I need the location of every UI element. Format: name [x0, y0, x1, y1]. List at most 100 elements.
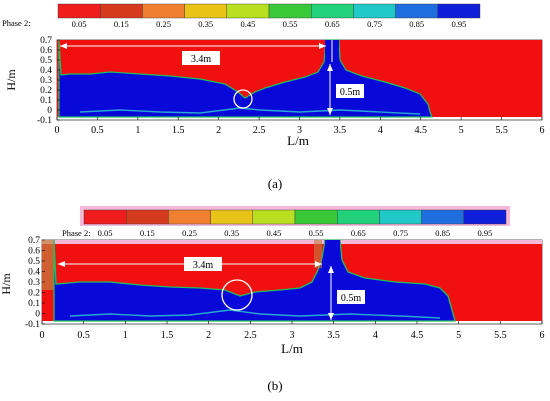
colorbar-swatch	[125, 209, 169, 225]
y-tick-label: 0.1	[28, 299, 40, 309]
x-tick-label: 2.5	[253, 125, 266, 136]
colorbar-tick-label: 0.05	[98, 228, 113, 238]
colorbar-swatch	[268, 3, 312, 19]
x-tick-label: 0	[40, 330, 45, 341]
colorbar-tick-label: 0.85	[435, 228, 450, 238]
colorbar-swatch	[83, 209, 127, 225]
x-tick-label: 5	[459, 125, 464, 136]
x-axis-ticks: 0 0.5 1 1.5 2 2.5 3 3.5 4 4.5 5 5.5 6	[40, 321, 545, 341]
x-tick-label: 5	[456, 330, 461, 341]
colorbar	[83, 209, 507, 225]
y-tick-label: 0.5	[28, 257, 40, 267]
y-tick-label: 0.6	[28, 247, 40, 257]
x-tick-label: 1.5	[161, 330, 174, 341]
colorbar-ticks: 0.05 0.15 0.25 0.35 0.45 0.55 0.65 0.75 0.85 0.95	[98, 228, 493, 238]
dimension-length-label: 3.4m	[193, 260, 214, 271]
x-tick-label: 0	[55, 125, 60, 136]
bubble-marker	[221, 279, 253, 311]
colorbar-tick-label: 0.25	[182, 228, 197, 238]
x-tick-label: 3	[290, 330, 295, 341]
colorbar-tick-label: 0.75	[367, 19, 382, 29]
dimension-depth-label: 0.5m	[341, 293, 362, 304]
colorbar-tick-label: 0.45	[266, 228, 281, 238]
bubble-marker	[233, 89, 253, 109]
colorbar-tick-label: 0.85	[409, 19, 424, 29]
y-tick-label: 0.2	[40, 86, 52, 96]
colorbar-tick-label: 0.65	[351, 228, 366, 238]
figure-panel-b: Phase 2: 0.05 0.15 0.25 0.35 0.45 0.55 0.65 0.7…	[0, 206, 545, 356]
colorbar-tick-label: 0.35	[198, 19, 213, 29]
y-tick-label: 0.1	[40, 96, 52, 106]
y-tick-label: 0.7	[28, 236, 40, 246]
plot-area: 3.4m 0.5m	[56, 39, 543, 121]
colorbar	[57, 3, 481, 19]
colorbar-tick-label: 0.95	[451, 19, 466, 29]
x-tick-label: 3.5	[327, 330, 340, 341]
colorbar-tick-label: 0.15	[140, 228, 155, 238]
colorbar-tick-label: 0.55	[283, 19, 298, 29]
y-tick-label: -0.1	[25, 320, 40, 330]
y-tick-label: 0	[35, 310, 40, 320]
x-tick-label: 3	[297, 125, 302, 136]
colorbar-swatch	[226, 3, 270, 19]
gate	[325, 240, 340, 262]
y-tick-label: 0.4	[40, 66, 52, 76]
plot-area: 3.4m 0.5m	[41, 239, 543, 325]
y-tick-label: 0.2	[28, 289, 40, 299]
colorbar-swatch	[395, 3, 439, 19]
x-tick-label: 0.5	[77, 330, 90, 341]
x-tick-label: 5.5	[494, 330, 507, 341]
x-axis-ticks: 0 0.5 1 1.5 2 2.5 3 3.5 4 4.5 5 5.5 6	[55, 117, 545, 136]
colorbar-swatch	[337, 209, 380, 225]
x-tick-label: 2	[216, 125, 221, 136]
x-tick-label: 1.5	[172, 125, 185, 136]
dimension-depth-label: 0.5m	[340, 87, 361, 98]
colorbar-ticks: 0.05 0.15 0.25 0.35 0.45 0.55 0.65 0.75 0.85 0.95	[72, 19, 467, 29]
colorbar-swatch	[353, 3, 396, 19]
x-tick-label: 6	[540, 330, 545, 341]
x-tick-label: 4	[378, 125, 383, 136]
y-axis-ticks: 0.70.60.50.40.30.20.10-0.1	[37, 36, 60, 126]
colorbar-swatch	[142, 3, 185, 19]
x-tick-label: 1	[123, 330, 128, 341]
colorbar-tick-label: 0.25	[156, 19, 171, 29]
colorbar-swatch	[463, 209, 507, 225]
y-axis-ticks: 0.70.60.50.40.30.20.10-0.1	[25, 236, 45, 330]
colorbar-tick-label: 0.95	[477, 228, 492, 238]
y-axis-label: H/m	[0, 273, 13, 295]
colorbar-swatch	[379, 209, 422, 225]
x-tick-label: 6	[540, 125, 545, 136]
colorbar-swatch	[252, 209, 296, 225]
colorbar-tick-label: 0.55	[309, 228, 324, 238]
caption-b: (b)	[267, 378, 283, 393]
x-tick-label: 0.5	[91, 125, 104, 136]
colorbar-swatch	[294, 209, 338, 225]
figure-panel-a: Phase 2: 0.05 0.15 0.25 0.35 0.45 0.55 0.65 0.7…	[2, 3, 545, 148]
colorbar-tick-label: 0.75	[393, 228, 408, 238]
y-tick-label: 0.3	[40, 76, 52, 86]
colorbar-swatch	[421, 209, 465, 225]
colorbar-label: Phase 2:	[2, 18, 31, 28]
x-tick-label: 2	[206, 330, 211, 341]
x-tick-label: 4	[373, 330, 378, 341]
x-tick-label: 2.5	[244, 330, 257, 341]
colorbar-swatch	[184, 3, 228, 19]
y-tick-label: 0.4	[28, 268, 40, 278]
x-tick-label: 4.5	[415, 125, 428, 136]
y-tick-label: 0.6	[40, 46, 52, 56]
x-axis-label: L/m	[281, 341, 303, 356]
colorbar-swatch	[57, 3, 101, 19]
colorbar-tick-label: 0.35	[224, 228, 239, 238]
x-tick-label: 3.5	[334, 125, 347, 136]
y-tick-label: 0.7	[40, 36, 52, 46]
y-tick-label: 0.5	[40, 56, 52, 66]
caption-a: (a)	[267, 176, 283, 191]
colorbar-swatch	[210, 209, 254, 225]
x-axis-label: L/m	[287, 133, 309, 148]
x-tick-label: 5.5	[495, 125, 508, 136]
colorbar-label: Phase 2:	[62, 228, 91, 238]
colorbar-tick-label: 0.05	[72, 19, 87, 29]
y-tick-label: 0.3	[28, 278, 40, 288]
y-tick-label: 0	[47, 106, 52, 116]
colorbar-swatch	[311, 3, 354, 19]
